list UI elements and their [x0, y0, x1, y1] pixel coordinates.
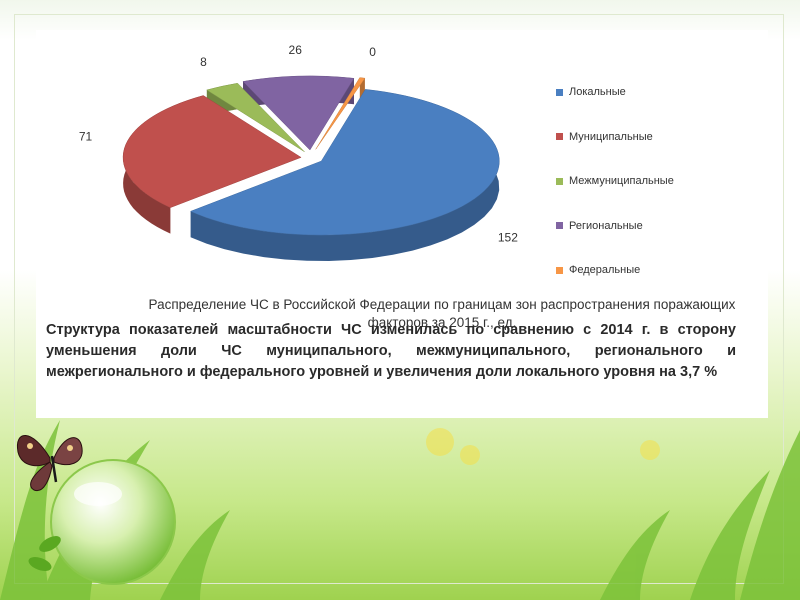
legend-item: Федеральные: [556, 248, 776, 293]
legend-item: Локальные: [556, 70, 776, 115]
slide-content: 152 71 8 26 0 Локальные Муниципальные Межмуниц…: [36, 30, 768, 418]
legend-swatch: [556, 266, 563, 274]
data-label-3: 26: [289, 43, 303, 57]
legend-label: Федеральные: [569, 264, 641, 277]
pie-slice-4: [315, 77, 366, 150]
legend-item: Региональные: [556, 204, 776, 249]
legend-label: Локальные: [569, 86, 626, 99]
body-paragraph: Структура показателей масштабности ЧС из…: [46, 322, 736, 380]
legend-label: Муниципальные: [569, 130, 653, 143]
legend-swatch: [556, 222, 563, 230]
legend-label: Межмуниципальные: [569, 175, 674, 188]
legend-item: Межмуниципальные: [556, 159, 776, 204]
data-label-4: 0: [369, 45, 376, 59]
data-label-2: 8: [200, 55, 207, 69]
butterfly-icon: [16, 435, 83, 492]
legend-swatch: [556, 177, 563, 185]
pie-slice-1: [122, 95, 302, 208]
page-frame: [14, 14, 784, 584]
chart-caption: Распределение ЧС в Российской Федерации …: [148, 297, 736, 330]
data-label-0: 152: [498, 230, 518, 244]
pie-chart: 152 71 8 26 0: [79, 43, 518, 262]
legend-item: Муниципальные: [556, 115, 776, 160]
legend-label: Региональные: [569, 219, 643, 232]
pie-slice-side-0: [190, 89, 500, 262]
data-label-1: 71: [79, 129, 93, 143]
legend-swatch: [556, 88, 563, 96]
pie-slice-0: [189, 89, 500, 236]
legend-swatch: [556, 133, 563, 141]
pie-slice-2: [206, 82, 305, 153]
bubble-icon: [28, 459, 176, 585]
chart-legend: Локальные Муниципальные Межмуниципальные Ре…: [556, 70, 776, 293]
pie-slice-3: [242, 75, 355, 151]
